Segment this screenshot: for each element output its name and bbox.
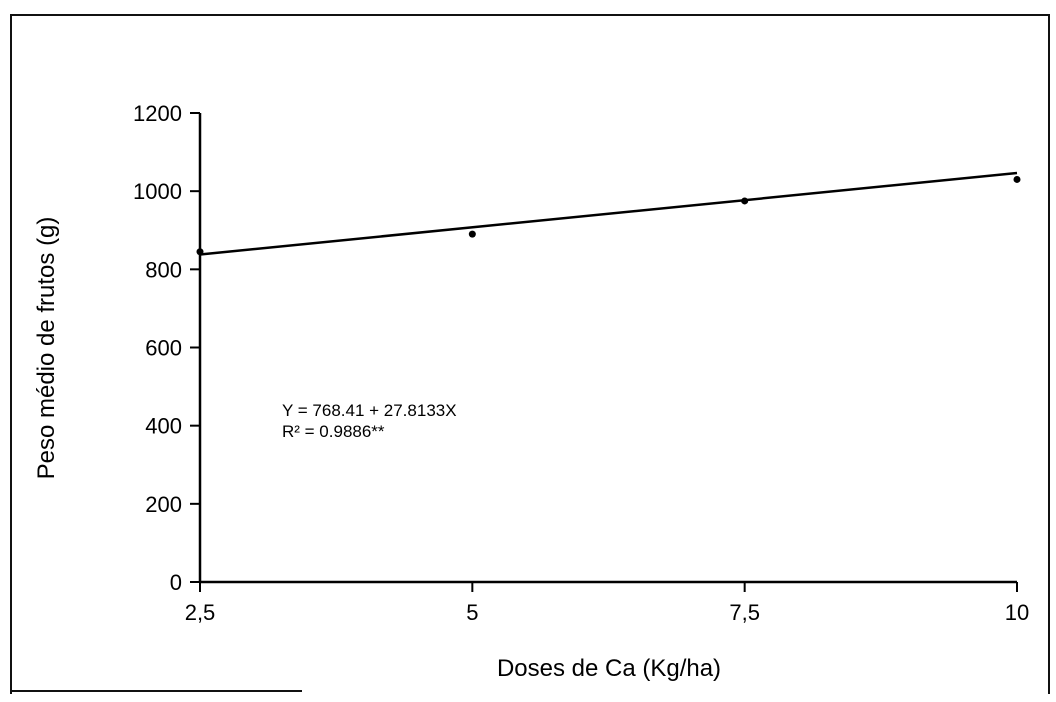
y-tick-label: 200 bbox=[145, 492, 182, 517]
y-tick-label: 1200 bbox=[133, 101, 182, 126]
x-tick-label: 2,5 bbox=[185, 600, 216, 625]
equation-annotation: Y = 768.41 + 27.8133X bbox=[282, 401, 457, 420]
data-point bbox=[741, 197, 749, 205]
x-axis-title: Doses de Ca (Kg/ha) bbox=[497, 655, 721, 682]
data-point bbox=[1013, 175, 1021, 183]
y-tick-label: 400 bbox=[145, 414, 182, 439]
y-axis-title: Peso médio de frutos (g) bbox=[33, 217, 60, 480]
data-points bbox=[196, 175, 1021, 256]
ticks: 0 200 400 600 800 1000 1200 2,5 5 7,5 10 bbox=[133, 101, 1029, 625]
y-tick-label: 1000 bbox=[133, 179, 182, 204]
y-tick-label: 600 bbox=[145, 336, 182, 361]
trendline bbox=[199, 171, 1018, 256]
x-tick-label: 5 bbox=[466, 600, 478, 625]
trendline-group bbox=[199, 171, 1018, 256]
data-point bbox=[196, 248, 204, 256]
frame-bottom-edge bbox=[10, 690, 302, 692]
axes bbox=[198, 113, 1017, 584]
x-tick-label: 7,5 bbox=[729, 600, 760, 625]
r2-annotation: R² = 0.9886** bbox=[282, 422, 385, 441]
y-tick-label: 0 bbox=[170, 570, 182, 595]
chart-frame bbox=[10, 14, 1050, 694]
x-tick-label: 10 bbox=[1005, 600, 1029, 625]
data-point bbox=[468, 230, 476, 238]
y-tick-label: 800 bbox=[145, 257, 182, 282]
